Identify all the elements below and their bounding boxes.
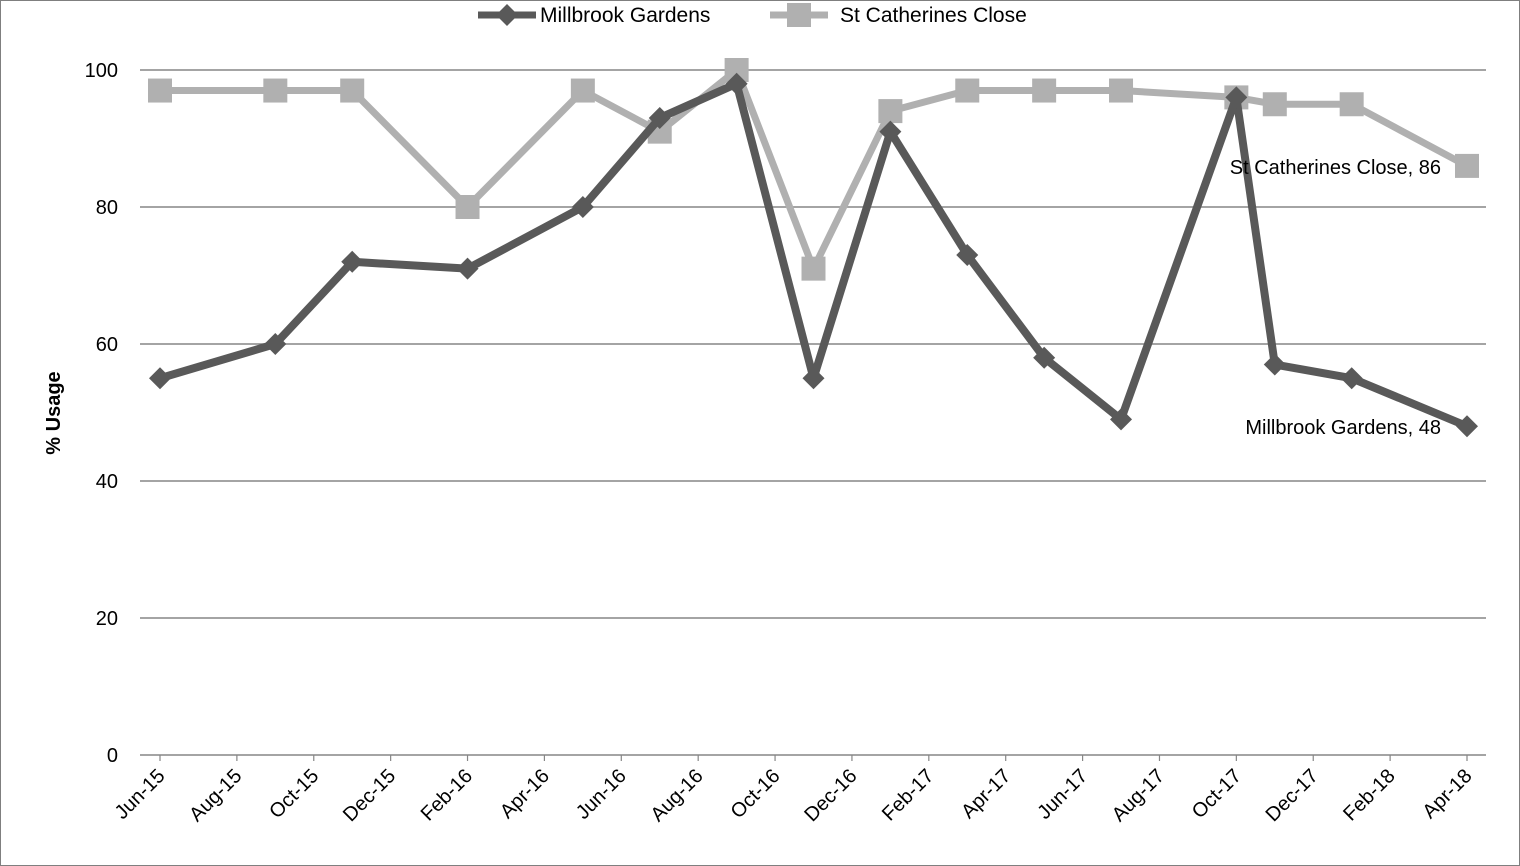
diamond-marker: [956, 243, 979, 266]
diamond-marker: [725, 72, 748, 95]
diamond-marker: [1110, 408, 1133, 431]
diamond-marker: [571, 196, 594, 218]
x-tick-label: Feb-17: [878, 765, 938, 825]
square-marker: [570, 78, 595, 103]
square-marker: [1109, 78, 1134, 103]
square-marker: [955, 78, 980, 103]
diamond-marker: [879, 120, 902, 143]
diamond-marker: [1263, 353, 1286, 376]
series-end-label: St Catherines Close, 86: [1230, 157, 1441, 179]
diamond-marker: [648, 106, 671, 129]
y-tick-label: 0: [107, 745, 118, 767]
square-marker: [1262, 92, 1287, 117]
diamond-marker: [456, 257, 479, 280]
legend-label: St Catherines Close: [840, 4, 1027, 27]
x-tick-label: Oct-17: [1188, 765, 1246, 823]
series-layer: [148, 58, 1479, 438]
x-tick-label: Aug-15: [185, 765, 246, 826]
x-tick-label: Jun-15: [111, 765, 170, 824]
series-diamond: [149, 72, 1478, 438]
series-end-label: Millbrook Gardens, 48: [1245, 417, 1441, 439]
x-axis-ticks: Jun-15 Aug-15 Oct-15 Dec-15 Feb-16 Apr-16 Jun-…: [111, 755, 1477, 826]
y-tick-label: 40: [96, 471, 118, 493]
x-tick-label: Aug-17: [1108, 765, 1169, 826]
x-tick-label: Jun-16: [572, 765, 631, 824]
x-tick-label: Oct-15: [265, 765, 323, 823]
legend-label: Millbrook Gardens: [540, 4, 710, 27]
diamond-marker: [341, 250, 364, 273]
series-line: [160, 66, 1469, 273]
legend: Millbrook Gardens St Catherines Close: [478, 3, 1027, 27]
legend-marker: [496, 4, 518, 26]
x-tick-label: Oct-16: [727, 765, 785, 823]
gridlines: [140, 69, 1486, 619]
y-tick-label: 80: [96, 197, 118, 219]
square-marker: [340, 78, 365, 103]
x-tick-label: Apr-17: [957, 765, 1015, 823]
x-tick-label: Aug-16: [647, 765, 708, 826]
y-axis-label: % Usage: [43, 371, 65, 454]
diamond-marker: [1340, 367, 1363, 390]
diamond-marker: [802, 367, 825, 390]
square-marker: [1339, 92, 1364, 117]
square-marker: [878, 99, 903, 124]
x-tick-label: Feb-16: [417, 765, 477, 825]
x-tick-label: Dec-17: [1262, 765, 1323, 826]
data-labels: Millbrook Gardens, 48 St Catherines Close…: [1230, 157, 1441, 439]
y-tick-label: 20: [96, 608, 118, 630]
square-marker: [1032, 78, 1057, 103]
y-tick-label: 60: [96, 334, 118, 356]
square-marker: [263, 78, 288, 103]
x-tick-label: Apr-16: [496, 765, 554, 823]
legend-marker: [787, 3, 811, 27]
x-tick-label: Dec-15: [339, 765, 400, 826]
series-line: [158, 79, 1469, 430]
square-marker: [1455, 153, 1479, 178]
square-marker: [455, 195, 480, 219]
x-tick-label: Dec-16: [800, 765, 861, 826]
diamond-marker: [1033, 346, 1056, 369]
square-marker: [148, 78, 172, 103]
diamond-marker: [149, 367, 171, 390]
x-tick-label: Apr-18: [1419, 765, 1477, 823]
square-marker: [801, 256, 826, 281]
diamond-marker: [1456, 415, 1478, 438]
y-tick-label: 100: [85, 60, 118, 82]
x-tick-label: Jun-17: [1033, 765, 1092, 824]
diamond-marker: [1225, 86, 1248, 109]
diamond-marker: [264, 333, 287, 355]
x-tick-label: Feb-18: [1339, 765, 1399, 825]
y-axis-ticks: 0 20 40 60 80 100: [85, 60, 118, 767]
